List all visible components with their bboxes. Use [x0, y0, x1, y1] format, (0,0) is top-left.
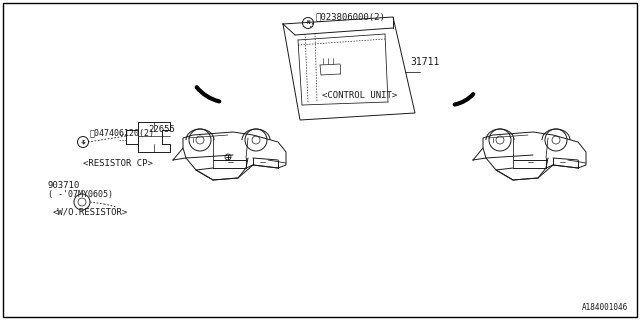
Text: ⓝ023806000(2): ⓝ023806000(2) [315, 12, 385, 21]
Text: <W/O.RESISTOR>: <W/O.RESISTOR> [52, 207, 127, 217]
Text: <CONTROL UNIT>: <CONTROL UNIT> [323, 91, 397, 100]
Text: <RESISTOR CP>: <RESISTOR CP> [83, 159, 153, 169]
Text: 31711: 31711 [410, 57, 440, 67]
Text: S: S [81, 140, 84, 145]
Text: A184001046: A184001046 [582, 303, 628, 312]
Text: N: N [307, 20, 310, 26]
Text: 22655: 22655 [148, 125, 175, 134]
Text: ( -'07MY0605): ( -'07MY0605) [48, 190, 113, 199]
Text: 903710: 903710 [48, 181, 80, 190]
Text: Ⓢ047406120(2): Ⓢ047406120(2) [90, 128, 155, 137]
